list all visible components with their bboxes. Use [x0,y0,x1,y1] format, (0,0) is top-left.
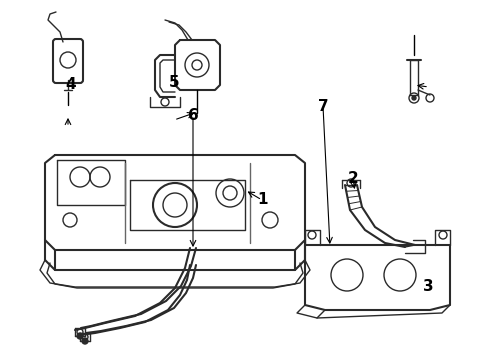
Text: 5: 5 [169,75,179,90]
Text: 7: 7 [318,99,329,114]
Text: 3: 3 [423,279,434,294]
Circle shape [77,333,83,339]
Circle shape [412,96,416,100]
Text: 2: 2 [347,171,358,186]
Circle shape [82,338,88,344]
Text: 1: 1 [257,192,268,207]
Text: 6: 6 [188,108,199,123]
Text: 4: 4 [66,77,76,92]
